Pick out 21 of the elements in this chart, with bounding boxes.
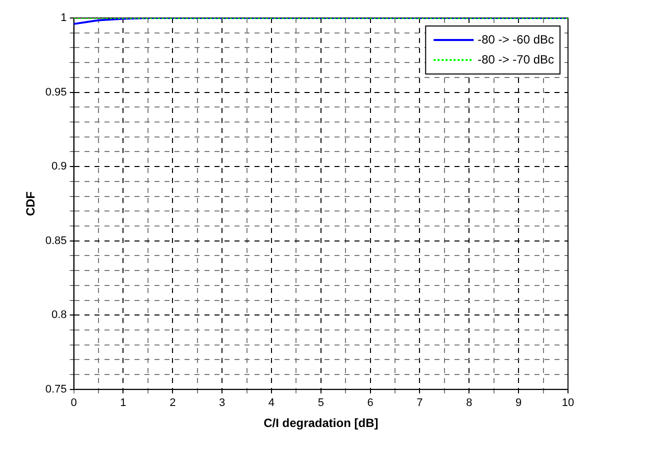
x-tick-label: 8 [466,397,472,410]
x-tick-label: 6 [367,397,374,410]
y-tick-label: 0.95 [45,86,67,98]
y-tick-label: 1 [60,12,67,24]
x-tick-label: 10 [562,397,574,410]
legend-label: -80 -> -60 dBc [478,32,554,46]
x-tick-label: 2 [170,397,176,410]
x-tick-label: 9 [516,397,522,410]
y-tick-label: 0.85 [45,234,67,247]
y-axis-title: CDF [24,191,38,216]
x-tick-label: 5 [318,397,324,410]
x-axis-title: C/I degradation [dB] [264,416,378,430]
legend-label: -80 -> -70 dBc [478,52,554,66]
y-tick-label: 0.75 [45,383,67,396]
x-tick-label: 0 [70,397,77,410]
x-tick-label: 7 [416,397,423,410]
y-tick-label: 0.9 [52,160,67,173]
x-tick-label: 3 [219,397,226,410]
x-tick-label: 1 [120,397,126,410]
y-tick-label: 0.8 [52,309,67,322]
x-tick-label: 4 [268,397,275,410]
